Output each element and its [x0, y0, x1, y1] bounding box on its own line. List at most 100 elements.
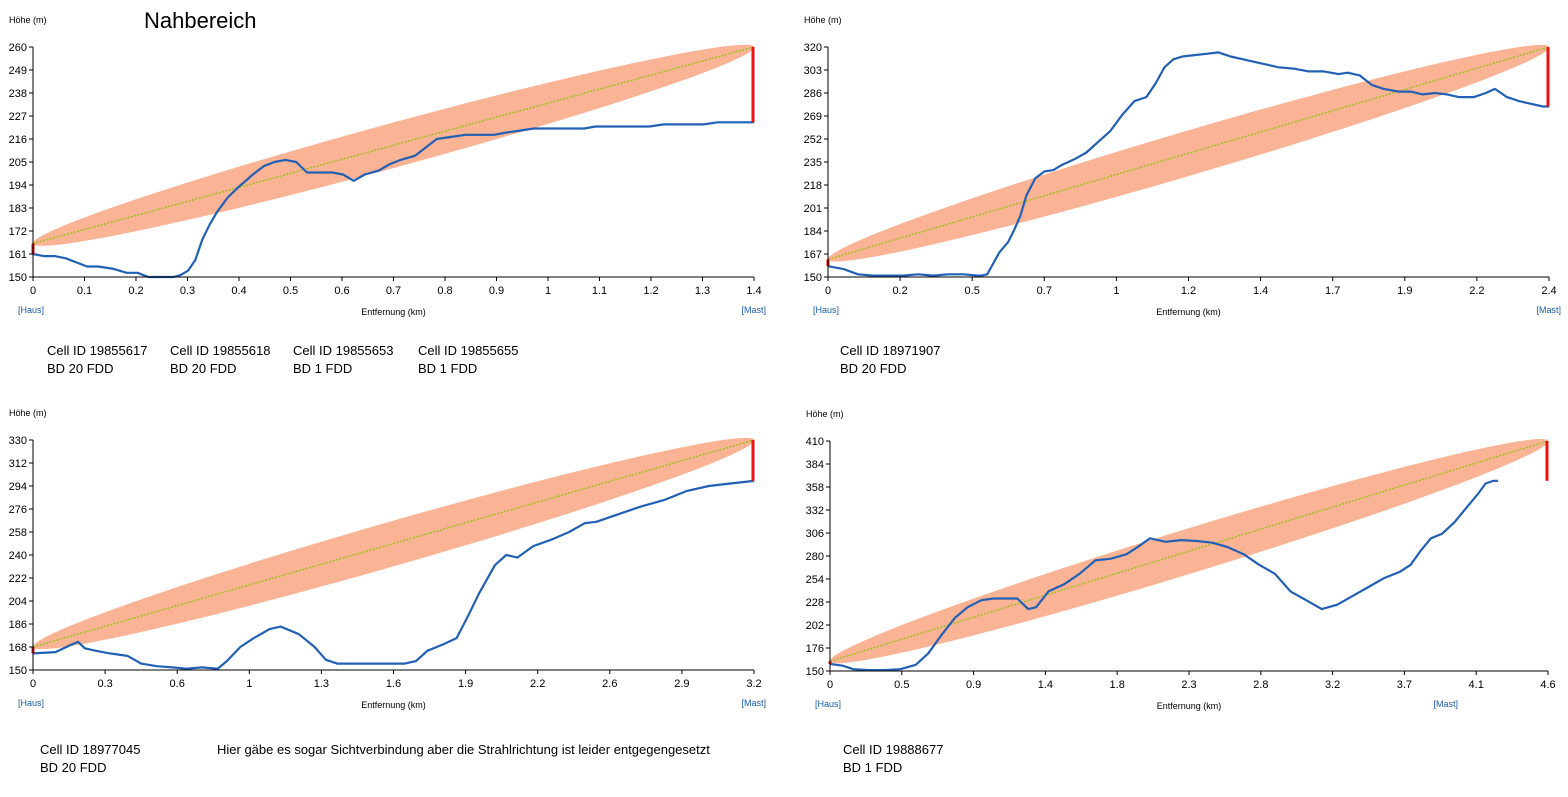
house-link[interactable]: [Haus]	[813, 305, 839, 315]
y-tick-label: 252	[804, 134, 822, 146]
cell-info-tl-3: Cell ID 19855653 BD 1 FDD	[293, 342, 393, 378]
chart-3: Höhe (m) 150 168 186 204 222 240 258 276 294 312 33…	[9, 408, 766, 710]
y-tick-label: 161	[9, 249, 27, 261]
x-tick-label: 1.3	[695, 285, 710, 297]
cell-id: Cell ID 19855653	[293, 343, 394, 358]
cell-id: Cell ID 18971907	[840, 343, 941, 358]
cell-id: Cell ID 19888677	[843, 742, 944, 757]
cell-info-tr: Cell ID 18971907 BD 20 FDD	[840, 342, 940, 378]
band: BD 1 FDD	[418, 361, 478, 376]
x-tick-label: 1.9	[1397, 285, 1412, 297]
y-tick-label: 222	[9, 573, 27, 585]
x-tick-label: 3.2	[1325, 679, 1340, 691]
x-tick-label: 0.6	[334, 285, 349, 297]
x-tick-label: 0.1	[77, 285, 92, 297]
x-tick-label: 2.6	[602, 678, 617, 690]
x-tick-label: 1.7	[1325, 285, 1340, 297]
y-tick-label: 218	[804, 180, 822, 192]
y-tick-label: 306	[806, 528, 824, 540]
y-tick-label: 201	[804, 203, 822, 215]
mast-link[interactable]: [Mast]	[1536, 305, 1561, 315]
x-tick-label: 0.9	[966, 679, 981, 691]
line-of-sight	[32, 439, 755, 648]
cell-info-tl-1: Cell ID 19855617 BD 20 FDD	[47, 342, 147, 378]
y-axis-label: Höhe (m)	[806, 409, 844, 419]
x-tick-label: 1.2	[1181, 285, 1196, 297]
cell-id: Cell ID 19855618	[170, 343, 271, 358]
x-tick-label: 0.6	[170, 678, 185, 690]
y-tick-label: 330	[9, 435, 27, 447]
band: BD 20 FDD	[47, 361, 114, 376]
x-tick-label: 4.6	[1540, 679, 1555, 691]
cell-id: Cell ID 18977045	[40, 742, 141, 757]
x-tick-label: 0.2	[128, 285, 143, 297]
x-tick-label: 0	[30, 678, 36, 690]
cell-id: Cell ID 19855617	[47, 343, 148, 358]
house-link[interactable]: [Haus]	[18, 698, 44, 708]
cell-info-br: Cell ID 19888677 BD 1 FDD	[843, 741, 943, 777]
x-tick-label: 3.2	[746, 678, 761, 690]
x-tick-label: 1.4	[1253, 285, 1268, 297]
x-tick-label: 2.4	[1541, 285, 1556, 297]
x-axis-label: Entfernung (km)	[1157, 701, 1222, 711]
y-tick-label: 249	[9, 65, 27, 77]
y-tick-label: 238	[9, 88, 27, 100]
mast-link[interactable]: [Mast]	[741, 698, 766, 708]
y-axis-label: Höhe (m)	[804, 15, 842, 25]
fresnel-zone	[32, 44, 755, 246]
y-tick-label: 235	[804, 157, 822, 169]
y-tick-label: 205	[9, 157, 27, 169]
y-tick-label: 150	[9, 272, 27, 284]
terrain-profile	[829, 479, 1499, 672]
y-tick-label: 194	[9, 180, 27, 192]
terrain-profile	[32, 479, 755, 670]
mast-link[interactable]: [Mast]	[741, 305, 766, 315]
y-tick-label: 227	[9, 111, 27, 123]
y-tick-label: 176	[806, 643, 824, 655]
x-tick-label: 0.5	[965, 285, 980, 297]
mast-link[interactable]: [Mast]	[1433, 699, 1458, 709]
x-tick-label: 2.2	[530, 678, 545, 690]
x-tick-label: 0.4	[231, 285, 246, 297]
x-tick-label: 1.2	[643, 285, 658, 297]
x-axis-label: Entfernung (km)	[1156, 307, 1221, 317]
y-tick-label: 286	[804, 88, 822, 100]
x-axis-label: Entfernung (km)	[361, 307, 426, 317]
y-tick-label: 202	[806, 620, 824, 632]
y-tick-label: 280	[806, 551, 824, 563]
chart-4: Höhe (m) 150 176 202 228 254 280 306 332 358 384 41…	[806, 409, 1556, 711]
x-tick-label: 1.8	[1110, 679, 1125, 691]
comment-bl: Hier gäbe es sogar Sichtverbindung aber …	[217, 742, 710, 757]
y-tick-label: 216	[9, 134, 27, 146]
x-tick-label: 0.3	[180, 285, 195, 297]
cell-id: Cell ID 19855655	[418, 343, 519, 358]
y-tick-label: 172	[9, 226, 27, 238]
y-tick-label: 150	[9, 665, 27, 677]
x-tick-label: 0.9	[489, 285, 504, 297]
band: BD 20 FDD	[840, 361, 907, 376]
page-title: Nahbereich	[144, 8, 257, 33]
band: BD 20 FDD	[170, 361, 237, 376]
line-of-sight	[829, 440, 1549, 662]
line-of-sight	[32, 46, 755, 245]
x-tick-label: 0	[30, 285, 36, 297]
cell-info-tl-4: Cell ID 19855655 BD 1 FDD	[418, 342, 518, 378]
terrain-profile	[827, 51, 1549, 277]
x-tick-label: 1.6	[386, 678, 401, 690]
y-tick-label: 276	[9, 504, 27, 516]
y-tick-label: 260	[9, 42, 27, 54]
y-tick-label: 184	[804, 226, 822, 238]
x-tick-label: 0	[827, 679, 833, 691]
cell-info-bl: Cell ID 18977045 BD 20 FDD	[40, 741, 140, 777]
house-link[interactable]: [Haus]	[815, 699, 841, 709]
y-tick-label: 183	[9, 203, 27, 215]
x-tick-label: 3.7	[1397, 679, 1412, 691]
x-tick-label: 1.4	[1038, 679, 1053, 691]
x-tick-label: 2.3	[1181, 679, 1196, 691]
y-tick-label: 254	[806, 574, 824, 586]
band: BD 1 FDD	[843, 760, 903, 775]
x-tick-label: 1.1	[592, 285, 607, 297]
y-tick-label: 240	[9, 550, 27, 562]
house-link[interactable]: [Haus]	[18, 305, 44, 315]
line-of-sight	[827, 46, 1550, 261]
